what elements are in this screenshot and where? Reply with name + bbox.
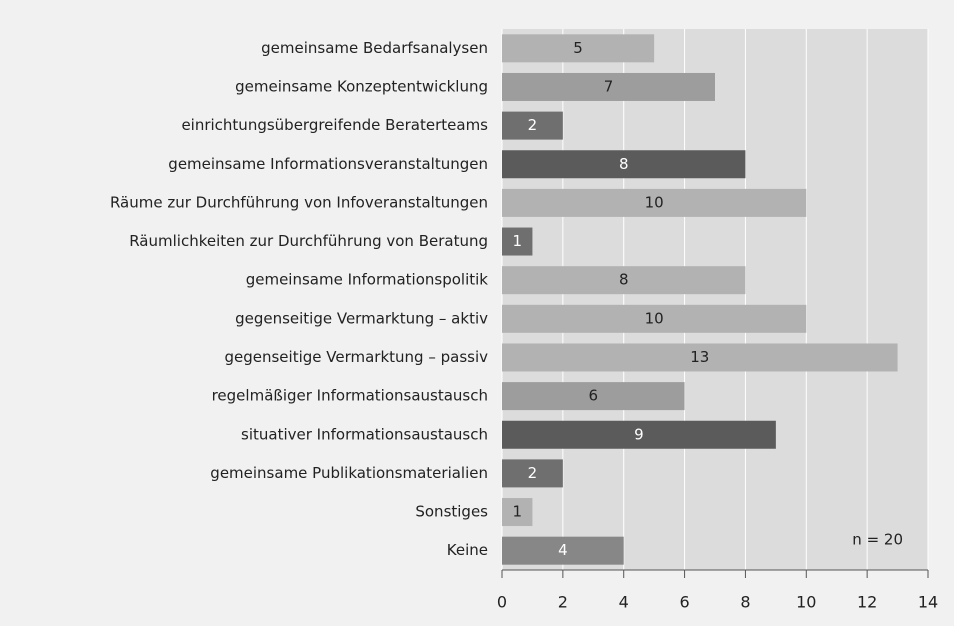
bar [502, 34, 655, 63]
value-label: 8 [619, 155, 629, 173]
x-tick-label: 12 [857, 593, 877, 612]
bar [502, 72, 715, 101]
category-label: Sonstiges [415, 503, 488, 521]
value-label: 10 [645, 193, 664, 211]
bar [502, 343, 898, 372]
category-label: gemeinsame Informationsveranstaltungen [168, 155, 488, 173]
value-label: 1 [512, 232, 522, 250]
bar [502, 266, 746, 295]
annotation: n = 20 [852, 531, 903, 549]
value-label: 9 [634, 425, 644, 443]
bar [502, 188, 807, 217]
bar [502, 536, 624, 565]
value-label: 7 [604, 77, 614, 95]
category-label: gegenseitige Vermarktung – passiv [224, 348, 488, 366]
category-label: gemeinsame Bedarfsanalysen [261, 39, 488, 57]
value-label: 5 [573, 39, 583, 57]
value-label: 2 [528, 116, 538, 134]
category-label: einrichtungsübergreifende Beraterteams [181, 116, 488, 134]
value-label: 6 [589, 387, 599, 405]
value-label: 10 [645, 309, 664, 327]
category-label: situativer Informationsaustausch [241, 425, 488, 443]
category-label: Räume zur Durchführung von Infoveranstal… [110, 193, 488, 211]
bar [502, 382, 685, 411]
value-label: 4 [558, 541, 568, 559]
bar [502, 459, 563, 488]
bar [502, 227, 533, 256]
value-label: 13 [690, 348, 709, 366]
bar [502, 498, 533, 527]
bar [502, 420, 776, 449]
category-label: Räumlichkeiten zur Durchführung von Bera… [129, 232, 488, 250]
value-label: 8 [619, 271, 629, 289]
category-label: Keine [447, 541, 488, 559]
x-tick-label: 14 [918, 593, 938, 612]
category-label: regelmäßiger Informationsaustausch [212, 387, 488, 405]
category-label: gegenseitige Vermarktung – aktiv [235, 309, 488, 327]
category-label: gemeinsame Konzeptentwicklung [235, 77, 488, 95]
bar [502, 111, 563, 140]
x-tick-label: 4 [619, 593, 629, 612]
value-label: 1 [512, 503, 522, 521]
value-label: 2 [528, 464, 538, 482]
x-tick-label: 10 [796, 593, 816, 612]
plot-area [502, 29, 928, 570]
bar [502, 304, 807, 333]
category-label: gemeinsame Publikationsmaterialien [210, 464, 488, 482]
category-label: gemeinsame Informationspolitik [246, 271, 489, 289]
x-tick-label: 8 [740, 593, 750, 612]
x-tick-label: 2 [558, 593, 568, 612]
x-tick-label: 6 [679, 593, 689, 612]
bar [502, 150, 746, 179]
x-tick-label: 0 [497, 593, 507, 612]
